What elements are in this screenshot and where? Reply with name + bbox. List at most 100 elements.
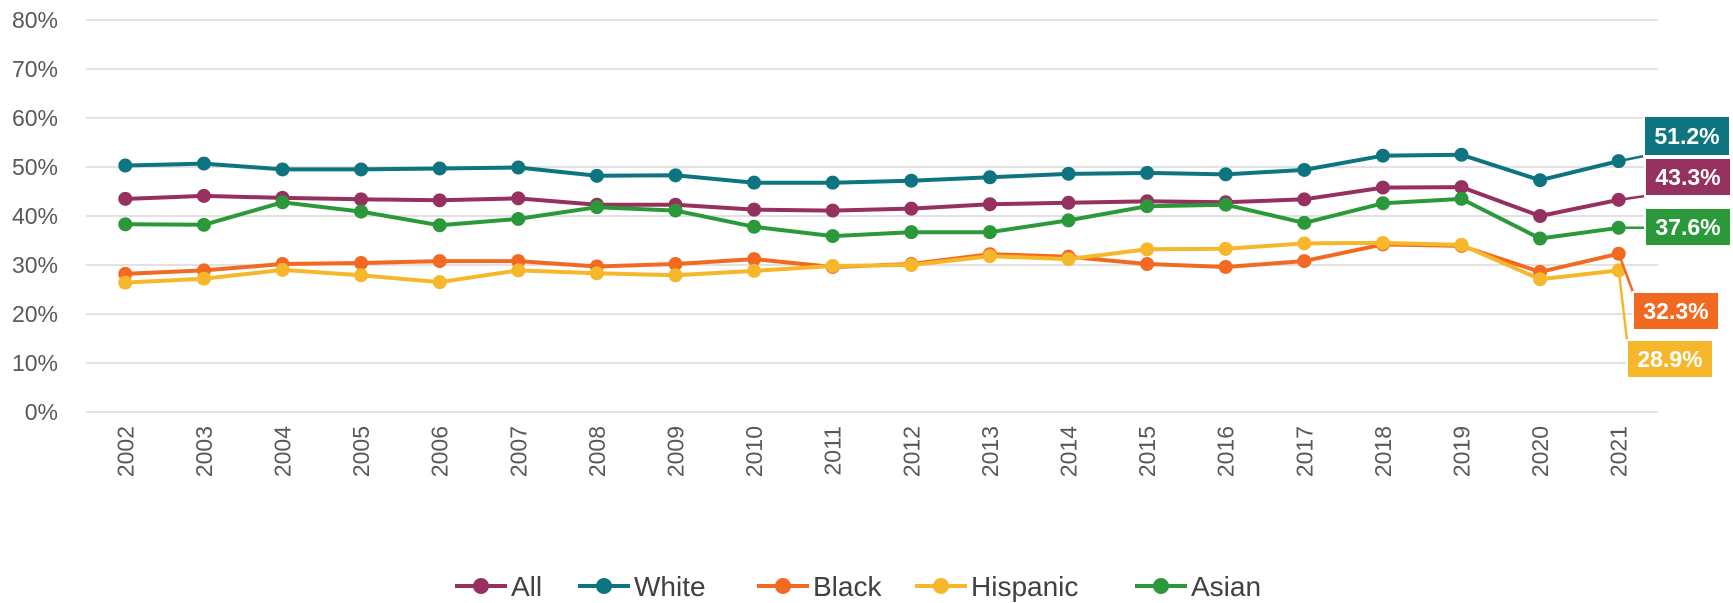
callout-box-white — [1643, 115, 1731, 157]
series-lines — [118, 147, 1626, 290]
data-point-hispanic — [354, 268, 369, 283]
data-point-all — [1297, 192, 1312, 207]
data-point-hispanic — [1218, 241, 1233, 256]
data-point-hispanic — [432, 275, 447, 290]
data-point-white — [275, 162, 290, 177]
data-point-hispanic — [825, 258, 840, 273]
data-point-all — [825, 203, 840, 218]
data-point-hispanic — [1375, 235, 1390, 250]
data-point-hispanic — [982, 249, 997, 264]
y-tick-label: 40% — [12, 203, 58, 229]
data-point-all — [904, 201, 919, 216]
callout-value-all: 43.3% — [1655, 164, 1720, 190]
data-point-hispanic — [904, 258, 919, 272]
data-point-asian — [1454, 191, 1469, 206]
x-tick-label: 2017 — [1291, 426, 1317, 477]
data-point-hispanic — [747, 263, 762, 278]
series-line-asian — [125, 196, 1619, 241]
x-axis-tick-labels: 2002 2003 2004 2005 2006 2007 2008 2009 2010 2011… — [112, 426, 1631, 477]
data-point-asian — [1375, 196, 1390, 211]
x-tick-label: 2012 — [898, 426, 924, 477]
legend-item-all: All — [455, 571, 542, 602]
data-point-white — [825, 175, 840, 190]
series-line-all — [125, 185, 1620, 218]
data-point-white — [118, 158, 133, 173]
data-point-asian — [1533, 231, 1548, 246]
callout-value-white: 51.2% — [1654, 123, 1719, 149]
data-point-white — [589, 168, 604, 183]
x-tick-label: 2006 — [427, 426, 453, 477]
data-point-asian — [747, 219, 762, 234]
y-tick-label: 70% — [12, 56, 58, 82]
callout-leader-hispanic — [1617, 270, 1629, 341]
callout-leader-black — [1617, 253, 1635, 293]
series-line-black — [125, 242, 1620, 276]
data-point-asian — [668, 203, 683, 218]
legend-swatch-marker-all — [473, 578, 489, 594]
x-tick-label: 2021 — [1606, 426, 1632, 477]
data-point-white — [904, 173, 919, 188]
data-point-asian — [1140, 199, 1155, 214]
data-point-all — [432, 193, 447, 208]
data-point-white — [1533, 173, 1548, 188]
data-point-white — [1140, 165, 1155, 180]
callout-value-hispanic: 28.9% — [1637, 346, 1702, 372]
data-point-white — [196, 156, 211, 171]
data-point-all — [982, 197, 997, 212]
x-tick-label: 2007 — [505, 426, 531, 477]
series-hispanic — [118, 235, 1626, 290]
data-point-hispanic — [1061, 252, 1076, 267]
legend-swatch-marker-asian — [1153, 578, 1169, 594]
x-tick-label: 2011 — [820, 426, 846, 475]
callout-asian: 37.6% — [1618, 207, 1732, 247]
callout-box-asian — [1644, 207, 1732, 247]
x-tick-label: 2003 — [191, 426, 217, 477]
data-point-all — [747, 202, 762, 217]
y-axis-tick-labels: 0% 10% 20% 30% 40% 50% 60% 70% 80% — [12, 7, 58, 425]
x-tick-label: 2005 — [348, 426, 374, 477]
data-point-asian — [354, 204, 369, 219]
series-white — [118, 147, 1626, 190]
data-point-asian — [1061, 213, 1076, 228]
y-tick-label: 0% — [25, 399, 58, 425]
data-point-hispanic — [196, 271, 211, 286]
data-point-hispanic — [275, 262, 290, 277]
data-point-all — [118, 191, 133, 206]
data-point-all — [1533, 209, 1548, 223]
legend-item-white: White — [578, 571, 706, 602]
data-point-all — [1454, 180, 1469, 195]
data-point-black — [1297, 254, 1312, 269]
legend-swatch-marker-white — [596, 578, 612, 594]
data-point-asian — [1218, 197, 1233, 212]
data-point-hispanic — [1454, 237, 1469, 252]
data-point-asian — [982, 225, 997, 240]
legend-label-black: Black — [813, 571, 882, 602]
data-point-asian — [825, 229, 840, 244]
series-line-hispanic — [125, 240, 1619, 285]
legend-label-white: White — [634, 571, 706, 602]
data-point-asian — [196, 217, 211, 232]
data-point-black — [747, 252, 762, 267]
data-point-all — [354, 192, 369, 207]
data-point-white — [432, 161, 447, 176]
legend-item-black: Black — [757, 571, 882, 602]
x-tick-label: 2010 — [741, 426, 767, 477]
data-point-white — [1375, 148, 1390, 163]
callout-hispanic: 28.9% — [1617, 270, 1714, 379]
legend-label-hispanic: Hispanic — [971, 571, 1078, 602]
x-tick-label: 2020 — [1527, 426, 1553, 477]
legend-swatch-marker-hispanic — [933, 578, 949, 594]
x-tick-label: 2019 — [1449, 426, 1475, 477]
legend-label-all: All — [511, 571, 542, 602]
y-tick-label: 20% — [12, 301, 58, 327]
data-point-hispanic — [1297, 236, 1312, 251]
y-tick-label: 60% — [12, 105, 58, 131]
data-point-hispanic — [1140, 242, 1155, 257]
data-point-asian — [118, 217, 133, 232]
callout-box-all — [1644, 157, 1732, 197]
data-point-asian — [904, 225, 919, 240]
data-point-all — [196, 188, 211, 203]
data-point-black — [1140, 257, 1155, 272]
callout-value-black: 32.3% — [1643, 298, 1708, 324]
